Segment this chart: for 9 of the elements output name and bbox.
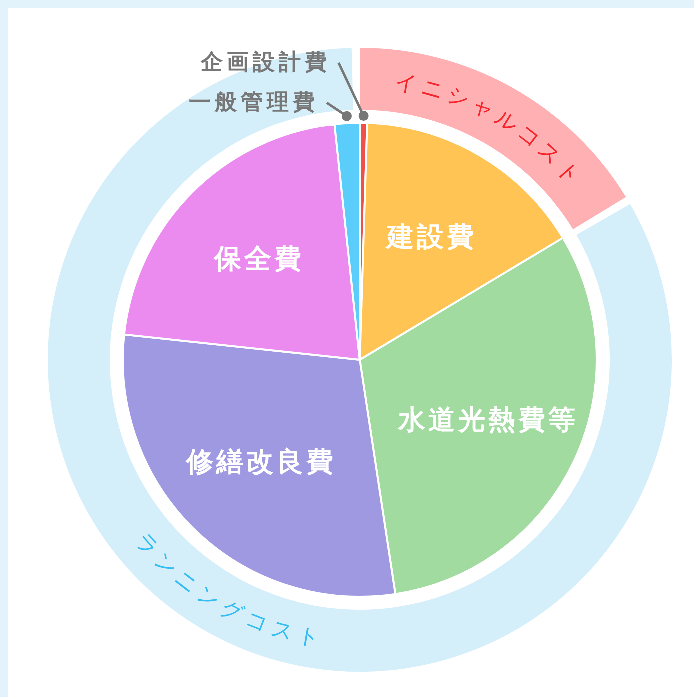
slice-label: イニシャルコスト — [393, 70, 588, 194]
slice-label: 保全費 — [213, 244, 304, 275]
slice-label: 建設費 — [385, 222, 477, 253]
slice-label: 修繕改良費 — [186, 447, 337, 478]
slice-label: 一般管理費 — [188, 90, 319, 116]
slice-label: 企画設計費 — [200, 50, 331, 76]
slice-label: 水道光熱費等 — [398, 405, 579, 436]
slice-label: ランニングコスト — [130, 528, 326, 653]
donut-slice — [48, 48, 672, 672]
